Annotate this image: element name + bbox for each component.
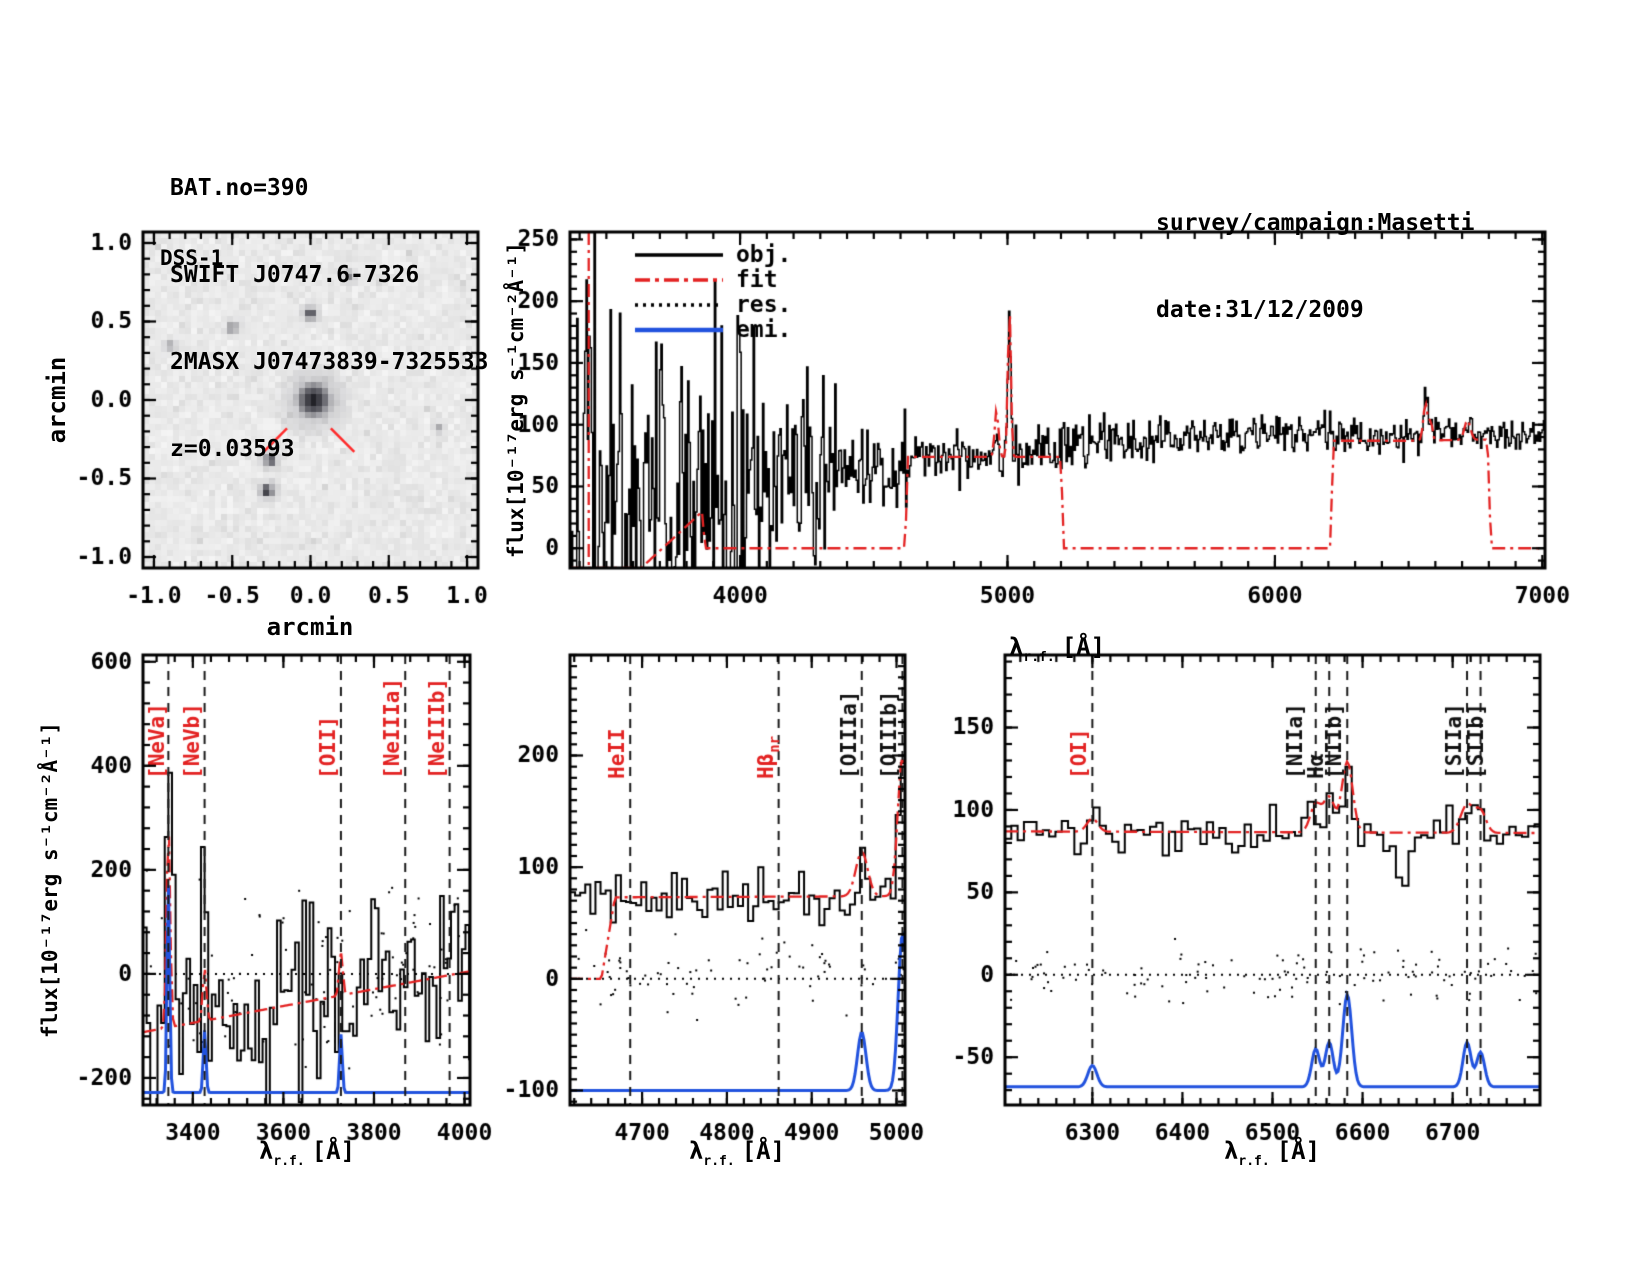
angstrom-unit: [Å]	[741, 1137, 786, 1165]
dss-x-axis-label: arcmin	[266, 613, 354, 641]
date: date:31/12/2009	[1156, 297, 1364, 323]
dss-image-tag: DSS-1	[160, 246, 224, 270]
angstrom-unit: [Å]	[311, 1137, 356, 1165]
2masx-name: 2MASX J07473839-7325533	[170, 349, 489, 375]
restframe-subscript: r.f.	[1023, 650, 1055, 665]
zoom-green-x-axis-label: λr.f. [Å]	[689, 1137, 785, 1169]
angstrom-unit: [Å]	[1276, 1137, 1321, 1165]
swift-name: SWIFT J0747.6-7326	[170, 262, 420, 288]
angstrom-unit: [Å]	[1061, 633, 1106, 661]
lambda-symbol: λ	[1008, 633, 1024, 661]
survey-info-block: survey/campaign:Masetti date:31/12/2009	[1156, 151, 1475, 383]
full-spectrum-x-axis-label: λr.f. [Å]	[1009, 633, 1105, 665]
lambda-symbol: λ	[1223, 1137, 1239, 1165]
redshift: z=0.03593	[170, 436, 295, 462]
dss-y-axis-label: arcmin	[43, 356, 71, 444]
survey-campaign: survey/campaign:Masetti	[1156, 210, 1475, 236]
target-info-block: BAT.no=390 SWIFT J0747.6-7326 2MASX J074…	[170, 116, 489, 522]
lambda-symbol: λ	[688, 1137, 704, 1165]
full-spectrum-y-axis-label: flux[10⁻¹⁷erg s⁻¹cm⁻²Å⁻¹]	[504, 241, 528, 559]
restframe-subscript: r.f.	[273, 1154, 305, 1169]
bat-number: BAT.no=390	[170, 175, 309, 201]
restframe-subscript: r.f.	[1238, 1154, 1270, 1169]
zoom-blue-x-axis-label: λr.f. [Å]	[259, 1137, 355, 1169]
zoom-blue-y-axis-label: flux[10⁻¹⁷erg s⁻¹cm⁻²Å⁻¹]	[38, 721, 62, 1039]
lambda-symbol: λ	[258, 1137, 274, 1165]
restframe-subscript: r.f.	[703, 1154, 735, 1169]
zoom-red-x-axis-label: λr.f. [Å]	[1224, 1137, 1320, 1169]
